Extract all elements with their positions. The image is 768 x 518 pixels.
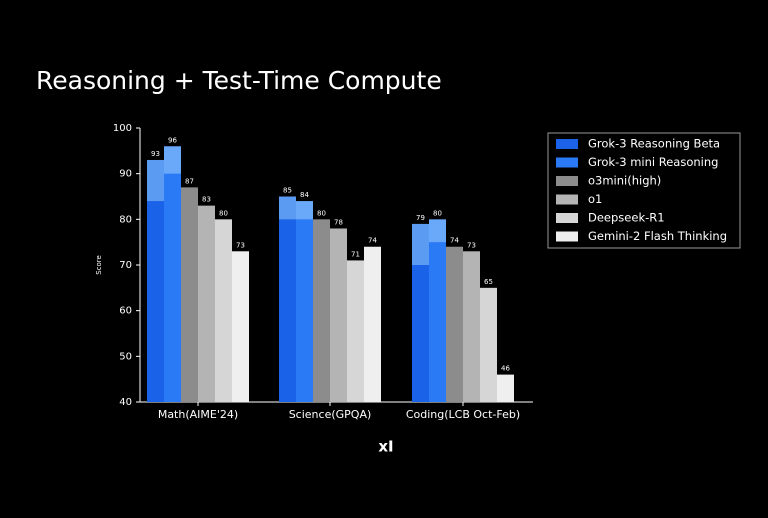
bar [313,219,330,402]
legend-swatch [556,213,578,223]
value-label: 85 [283,187,292,195]
value-label: 80 [219,209,228,217]
value-label: 83 [202,196,211,204]
value-label: 65 [484,278,493,286]
legend-label: Gemini-2 Flash Thinking [588,229,727,243]
legend-swatch [556,176,578,186]
legend-label: o1 [588,192,602,206]
bar-base [279,219,296,402]
value-label: 80 [317,209,326,217]
bar-base [296,219,313,402]
value-label: 79 [416,214,425,222]
legend-swatch [556,139,578,149]
value-label: 80 [433,209,442,217]
bar [446,246,463,402]
bar [480,287,497,402]
legend-label: Deepseek-R1 [588,211,665,225]
y-tick-label: 60 [119,306,132,317]
legend-swatch [556,157,578,168]
value-label: 93 [151,150,160,158]
logo: xI [378,438,393,456]
legend-swatch [556,231,578,242]
x-tick-label: Coding(LCB Oct-Feb) [406,408,520,421]
x-tick-label: Math(AIME'24) [158,408,238,421]
y-axis-label: Score [95,255,103,275]
bar [198,205,215,402]
bar-base [164,173,181,402]
legend-label: Grok-3 Reasoning Beta [588,137,720,151]
y-tick-label: 90 [119,169,132,180]
bar [463,251,480,402]
chart-title: Reasoning + Test-Time Compute [36,66,442,95]
y-tick-label: 50 [119,351,132,362]
value-label: 84 [300,191,309,199]
bar [364,246,381,402]
value-label: 78 [334,218,343,226]
legend-swatch [556,194,578,205]
value-label: 73 [467,241,476,249]
bar [215,219,232,402]
value-label: 46 [501,365,510,373]
value-label: 74 [450,237,459,245]
value-label: 71 [351,250,360,258]
bar-base [147,201,164,402]
legend-label: Grok-3 mini Reasoning [588,155,718,169]
y-tick-label: 80 [119,214,132,225]
bar-base [429,242,446,402]
bar [497,374,514,402]
legend [547,132,741,249]
y-tick-label: 70 [119,260,132,271]
bar-base [412,265,429,402]
bar [232,251,249,402]
bar [347,260,364,402]
value-label: 74 [368,237,377,245]
bar [181,187,198,402]
x-tick-label: Science(GPQA) [289,408,372,421]
value-label: 96 [168,136,177,144]
value-label: 87 [185,177,194,185]
value-label: 73 [236,241,245,249]
y-tick-label: 100 [113,123,132,134]
bar [330,228,347,402]
y-tick-label: 40 [119,397,132,408]
legend-label: o3mini(high) [588,174,661,188]
